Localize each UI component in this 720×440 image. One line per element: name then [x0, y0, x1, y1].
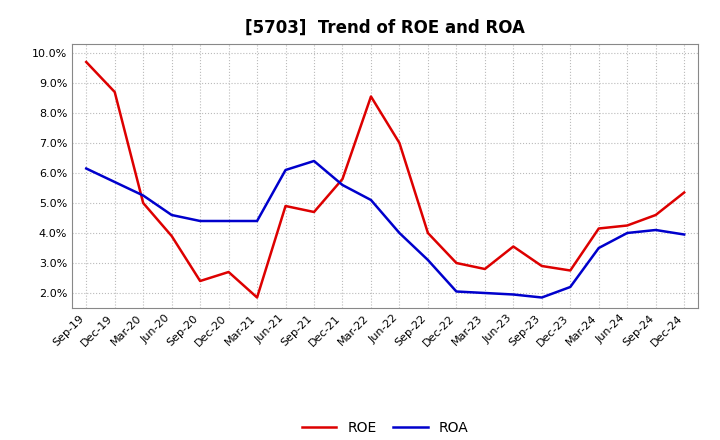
- ROE: [566, 268, 575, 273]
- ROA: [282, 167, 290, 172]
- ROA: [652, 227, 660, 233]
- ROE: [537, 264, 546, 269]
- ROE: [253, 295, 261, 300]
- ROA: [139, 193, 148, 198]
- ROE: [595, 226, 603, 231]
- ROE: [452, 260, 461, 266]
- ROA: [167, 213, 176, 218]
- ROA: [537, 295, 546, 300]
- ROE: [395, 140, 404, 146]
- ROA: [623, 231, 631, 236]
- ROE: [282, 203, 290, 209]
- ROE: [82, 59, 91, 65]
- Legend: ROE, ROA: ROE, ROA: [296, 415, 474, 440]
- ROE: [338, 176, 347, 182]
- ROA: [225, 218, 233, 224]
- ROE: [366, 94, 375, 99]
- ROE: [110, 89, 119, 95]
- ROE: [310, 209, 318, 215]
- ROE: [139, 200, 148, 205]
- ROA: [509, 292, 518, 297]
- ROE: [480, 266, 489, 271]
- ROE: [652, 213, 660, 218]
- ROE: [167, 233, 176, 238]
- ROA: [480, 290, 489, 296]
- ROA: [196, 218, 204, 224]
- Title: [5703]  Trend of ROE and ROA: [5703] Trend of ROE and ROA: [246, 19, 525, 37]
- ROE: [196, 279, 204, 284]
- ROE: [680, 190, 688, 195]
- ROA: [82, 166, 91, 171]
- ROA: [366, 198, 375, 203]
- ROA: [110, 180, 119, 185]
- ROA: [395, 231, 404, 236]
- ROA: [452, 289, 461, 294]
- ROA: [253, 218, 261, 224]
- ROA: [566, 284, 575, 290]
- ROA: [338, 182, 347, 187]
- ROA: [595, 246, 603, 251]
- ROE: [423, 231, 432, 236]
- ROE: [225, 269, 233, 275]
- ROA: [423, 257, 432, 263]
- ROE: [509, 244, 518, 249]
- Line: ROA: ROA: [86, 161, 684, 297]
- Line: ROE: ROE: [86, 62, 684, 297]
- ROA: [310, 158, 318, 164]
- ROE: [623, 223, 631, 228]
- ROA: [680, 232, 688, 237]
